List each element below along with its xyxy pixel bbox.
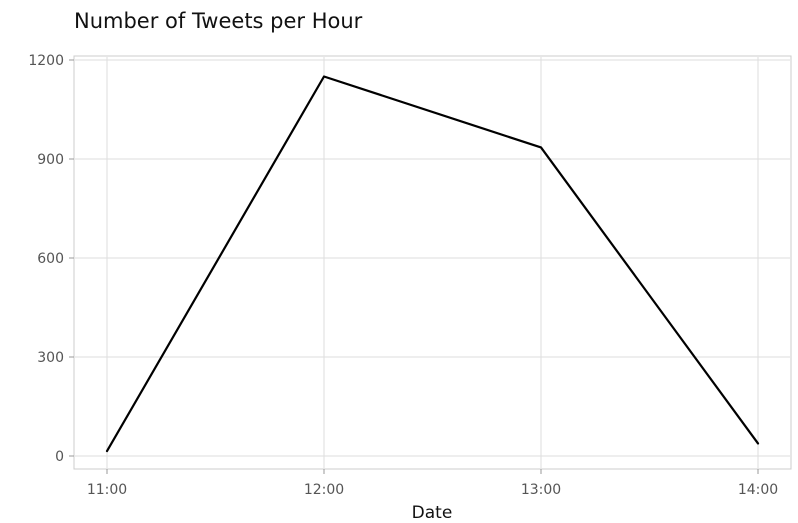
chart-title: Number of Tweets per Hour [74,9,363,33]
y-tick-label: 600 [37,251,64,267]
x-tick-label: 12:00 [304,482,344,498]
y-tick-label: 0 [55,449,64,465]
y-tick-label: 300 [37,350,64,366]
x-tick-label: 11:00 [87,482,127,498]
x-tick-label: 13:00 [521,482,561,498]
x-axis-label: Date [412,503,453,519]
x-tick-label: 14:00 [738,482,778,498]
y-tick-label: 1200 [28,53,64,69]
y-tick-label: 900 [37,152,64,168]
plot-panel [74,56,791,469]
